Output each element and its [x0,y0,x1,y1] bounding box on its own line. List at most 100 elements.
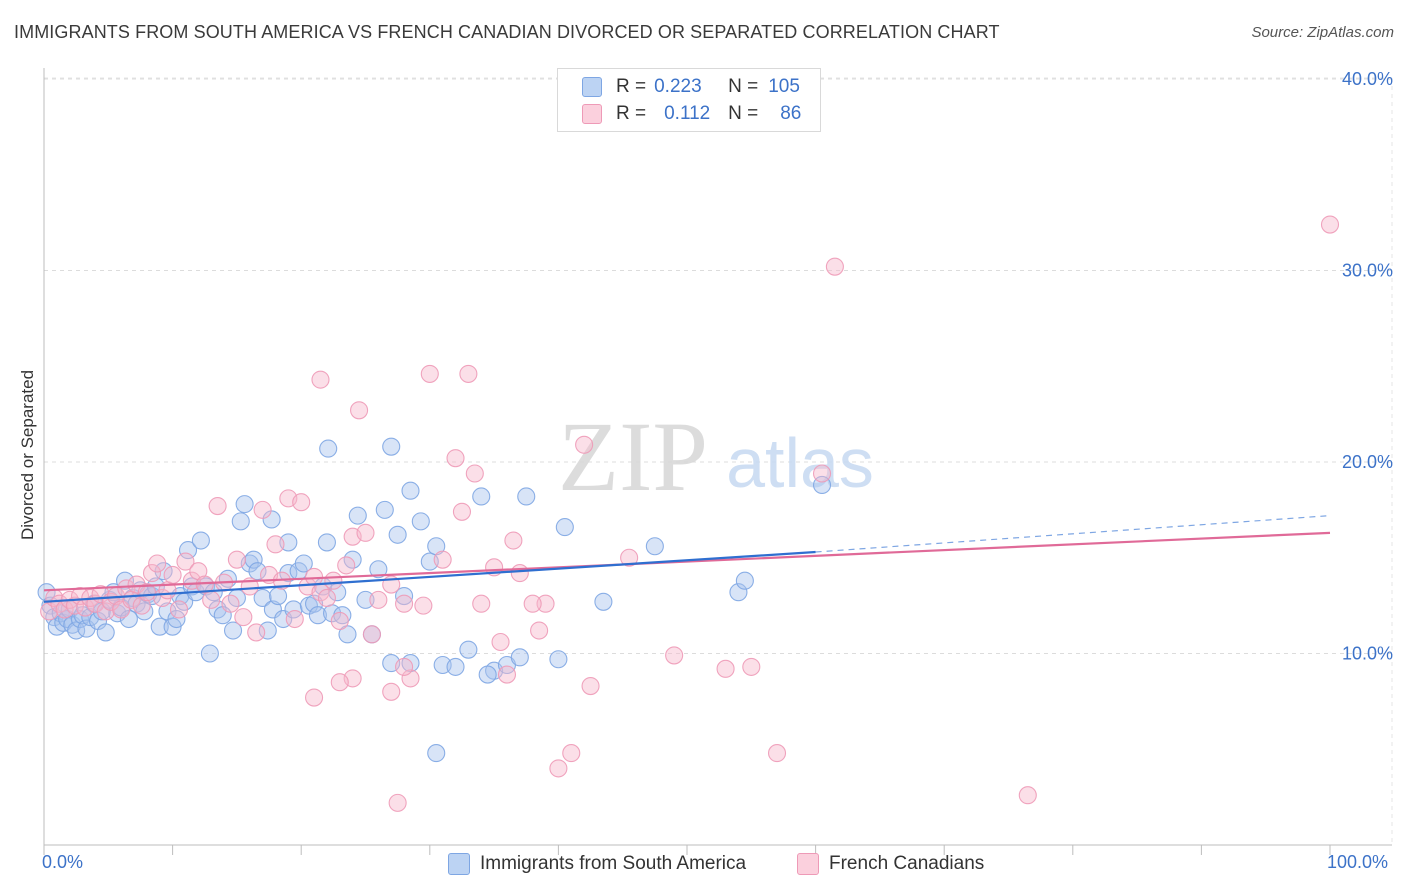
watermark: ZIP atlas [558,401,874,512]
data-point [427,744,446,763]
data-point [294,554,313,573]
data-point [253,500,272,519]
data-point [231,512,250,531]
data-point [223,621,243,640]
data-point [311,370,330,389]
data-point [767,744,787,763]
data-point [247,623,266,642]
data-point [132,596,151,615]
bottom-legend-swatch-pink [797,853,819,875]
legend-n-label: N = [728,103,759,124]
data-point [262,510,281,529]
data-point [620,548,639,567]
data-point [555,518,574,537]
data-point [388,525,407,544]
data-point [308,606,327,625]
data-point [395,594,414,613]
data-point [96,623,115,642]
y-tick-labels: 10.0% 20.0% 30.0% 40.0% [1342,69,1393,664]
data-point [317,588,336,608]
data-point [645,537,664,556]
data-point [549,759,568,778]
data-point [176,552,195,571]
data-point [40,602,59,621]
data-point [285,609,304,629]
data-point [433,550,452,569]
data-point [812,464,832,483]
data-point [305,688,324,707]
data-point [472,487,491,506]
data-point [562,744,581,763]
axes [43,68,1392,855]
data-point [497,665,517,684]
data-point [253,588,272,608]
data-point [369,560,388,579]
data-point [119,609,138,629]
data-point [491,632,510,652]
data-point [446,449,465,468]
trend-line-immigrants-south-america [43,550,816,603]
data-point [324,571,343,590]
data-point [414,596,433,615]
legend-swatch-pink [582,104,602,124]
data-point [169,600,189,619]
data-point [420,364,439,383]
data-point [517,487,536,506]
data-point [395,586,414,606]
correlation-legend: R = 0.223 N = 105 R = 0.112 N = 86 [557,68,821,132]
data-point [227,550,246,569]
data-point [401,669,420,688]
x-tick-label-max: 100.0% [1327,852,1389,872]
watermark-zip: ZIP [558,401,708,512]
data-point [202,590,221,609]
data-point [150,617,169,636]
data-point [459,364,478,383]
y-tick-label: 20.0% [1342,452,1393,472]
data-point [148,554,167,573]
data-point [338,625,357,644]
data-point [375,500,394,519]
data-point [330,611,349,630]
data-point [221,594,240,613]
legend-row-blue: R = 0.223 N = 105 [582,74,800,100]
legend-swatch-blue [582,77,602,97]
data-point [411,512,430,531]
data-point [337,556,356,575]
data-point [1320,215,1340,234]
data-point [382,682,401,701]
y-axis-label: Divorced or Separated [18,369,37,541]
data-point [191,531,210,550]
data-point [401,481,420,500]
source-label: Source: ZipAtlas.com [1251,24,1394,41]
data-point [382,437,401,456]
data-point [1018,786,1037,805]
data-point [594,592,613,611]
y-tick-label: 10.0% [1342,644,1393,664]
data-point [581,677,600,696]
data-point [200,644,219,663]
data-point [665,646,684,665]
data-point [330,673,349,692]
data-point [510,564,529,583]
watermark-atlas: atlas [726,424,874,502]
data-point [523,594,542,613]
data-point [575,435,594,454]
trend-line-extension [815,515,1331,553]
y-tick-label: 40.0% [1342,69,1393,89]
data-point [96,602,115,621]
data-point [356,523,375,542]
legend-r-label: R = [616,76,647,97]
data-point [266,535,285,554]
data-point [729,583,748,602]
data-point [142,564,162,583]
data-point [742,657,761,676]
trend-lines [43,515,1331,603]
data-point [269,586,288,606]
x-tick-label-min: 0.0% [42,852,84,872]
data-point [478,665,497,684]
data-point [452,502,472,521]
data-point [388,793,407,812]
trend-line-french-canadians [43,531,1331,592]
data-point [459,640,478,659]
